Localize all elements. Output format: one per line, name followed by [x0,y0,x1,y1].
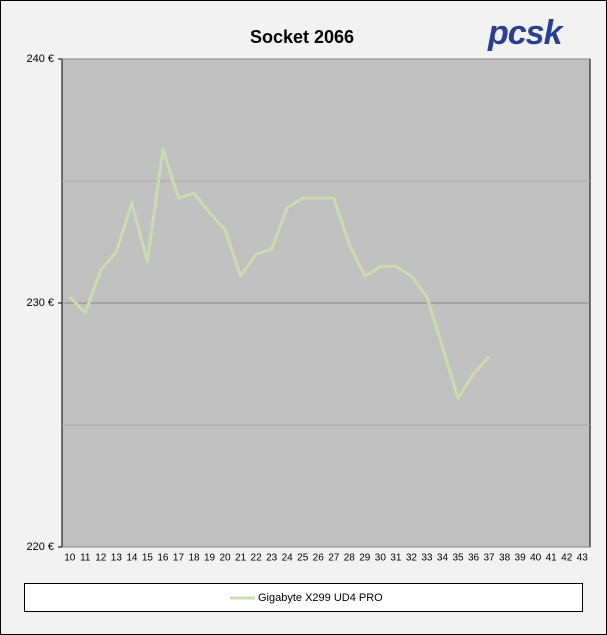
x-tick-label: 42 [561,553,573,564]
x-tick-label: 28 [344,553,356,564]
x-tick-label: 13 [111,553,123,564]
legend-box [24,583,583,612]
y-tick-label: 220 € [26,541,54,553]
x-tick-label: 38 [499,553,511,564]
x-tick-label: 11 [80,553,91,564]
chart-title: Socket 2066 [250,27,354,47]
x-tick-label: 21 [235,553,247,564]
x-tick-label: 39 [515,553,527,564]
x-tick-label: 37 [483,553,495,564]
legend-label: Gigabyte X299 UD4 PRO [258,592,383,604]
x-tick-label: 22 [251,553,263,564]
x-tick-label: 26 [313,553,325,564]
x-tick-label: 41 [546,553,558,564]
x-tick-label: 34 [437,553,449,564]
x-tick-label: 17 [173,553,185,564]
y-tick-label: 240 € [26,53,54,65]
x-tick-label: 35 [452,553,464,564]
x-tick-label: 32 [406,553,418,564]
x-tick-label: 27 [328,553,340,564]
x-tick-label: 16 [157,553,169,564]
x-tick-label: 20 [219,553,231,564]
x-tick-label: 15 [142,553,154,564]
x-tick-label: 12 [95,553,107,564]
x-tick-label: 14 [126,553,138,564]
x-tick-label: 29 [359,553,371,564]
logo: pcsk [487,14,565,52]
x-tick-label: 10 [64,553,76,564]
x-tick-label: 31 [390,553,402,564]
x-tick-label: 33 [421,553,433,564]
x-tick-label: 19 [204,553,216,564]
x-tick-label: 40 [530,553,542,564]
series-line [68,147,491,400]
x-tick-label: 18 [188,553,200,564]
x-tick-label: 24 [282,553,294,564]
x-tick-label: 43 [577,553,589,564]
x-tick-label: 25 [297,553,309,564]
x-tick-label: 23 [266,553,278,564]
x-tick-label: 30 [375,553,387,564]
x-tick-label: 36 [468,553,480,564]
y-tick-label: 230 € [26,297,54,309]
